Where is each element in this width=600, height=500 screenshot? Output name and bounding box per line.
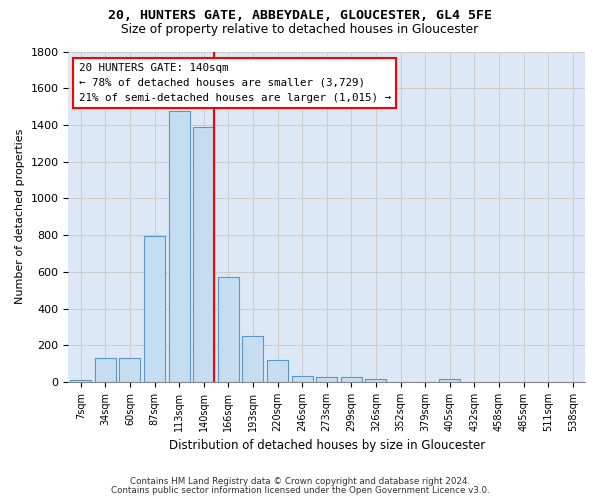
Y-axis label: Number of detached properties: Number of detached properties xyxy=(15,129,25,304)
Bar xyxy=(316,377,337,382)
Bar xyxy=(218,278,239,382)
Text: 20 HUNTERS GATE: 140sqm
← 78% of detached houses are smaller (3,729)
21% of semi: 20 HUNTERS GATE: 140sqm ← 78% of detache… xyxy=(79,63,391,102)
Text: Contains public sector information licensed under the Open Government Licence v3: Contains public sector information licen… xyxy=(110,486,490,495)
Bar xyxy=(144,236,165,382)
Bar xyxy=(242,336,263,382)
Text: Size of property relative to detached houses in Gloucester: Size of property relative to detached ho… xyxy=(121,24,479,36)
Text: 20, HUNTERS GATE, ABBEYDALE, GLOUCESTER, GL4 5FE: 20, HUNTERS GATE, ABBEYDALE, GLOUCESTER,… xyxy=(108,9,492,22)
Text: Contains HM Land Registry data © Crown copyright and database right 2024.: Contains HM Land Registry data © Crown c… xyxy=(130,477,470,486)
Bar xyxy=(439,379,460,382)
Bar xyxy=(119,358,140,382)
Bar xyxy=(267,360,288,382)
Bar xyxy=(193,127,214,382)
Bar xyxy=(169,111,190,382)
X-axis label: Distribution of detached houses by size in Gloucester: Distribution of detached houses by size … xyxy=(169,440,485,452)
Bar xyxy=(70,380,91,382)
Bar xyxy=(365,379,386,382)
Bar xyxy=(341,377,362,382)
Bar xyxy=(292,376,313,382)
Bar xyxy=(95,358,116,382)
